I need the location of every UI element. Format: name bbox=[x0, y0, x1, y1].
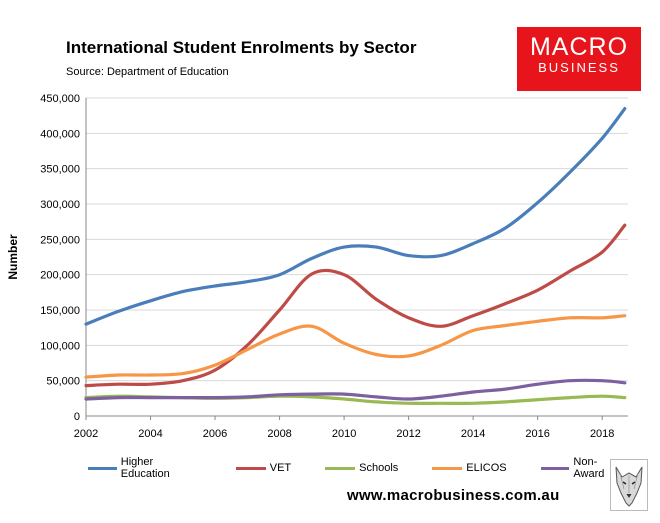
legend-label: VET bbox=[269, 462, 292, 474]
y-tick-label: 150,000 bbox=[40, 305, 80, 317]
x-tick-label: 2012 bbox=[396, 428, 420, 440]
series-line-elicos bbox=[84, 314, 627, 379]
legend: Higher Education VET Schools ELICOS Non-Awar… bbox=[88, 456, 660, 480]
legend-swatch bbox=[325, 466, 356, 470]
legend-label: Schools bbox=[359, 462, 399, 474]
x-tick-label: 2010 bbox=[332, 428, 356, 440]
y-tick-label: 450,000 bbox=[40, 93, 80, 105]
y-tick-label: 200,000 bbox=[40, 270, 80, 282]
x-tick-label: 2006 bbox=[203, 428, 227, 440]
y-tick-label: 0 bbox=[74, 411, 80, 423]
x-tick-label: 2018 bbox=[590, 428, 614, 440]
x-tick-label: 2008 bbox=[267, 428, 291, 440]
series-line-vet bbox=[84, 223, 627, 388]
x-tick-label: 2004 bbox=[138, 428, 162, 440]
logo-line-2: BUSINESS bbox=[538, 60, 620, 75]
series-line-non-award bbox=[84, 378, 627, 401]
legend-label: Higher Education bbox=[120, 456, 170, 480]
legend-item-schools: Schools bbox=[325, 462, 398, 474]
legend-item-higher-education: Higher Education bbox=[88, 456, 202, 480]
macrobusiness-logo: MACRO BUSINESS bbox=[517, 27, 641, 91]
y-tick-label: 400,000 bbox=[40, 128, 80, 140]
x-tick-label: 2016 bbox=[525, 428, 549, 440]
y-tick-label: 50,000 bbox=[46, 376, 80, 388]
legend-swatch bbox=[235, 466, 266, 470]
y-tick-label: 100,000 bbox=[40, 340, 80, 352]
legend-item-non-award: Non-Award bbox=[540, 456, 626, 480]
legend-item-vet: VET bbox=[235, 462, 292, 474]
legend-swatch bbox=[432, 466, 463, 470]
x-tick-label: 2014 bbox=[461, 428, 485, 440]
legend-label: ELICOS bbox=[466, 462, 507, 474]
logo-line-1: MACRO bbox=[529, 33, 629, 61]
series-line-higher-education bbox=[84, 107, 627, 326]
x-tick-label: 2002 bbox=[74, 428, 98, 440]
y-tick-label: 350,000 bbox=[40, 164, 80, 176]
y-tick-label: 250,000 bbox=[40, 234, 80, 246]
y-axis-label: Number bbox=[6, 234, 20, 280]
legend-swatch bbox=[88, 466, 117, 470]
chart-title: International Student Enrolments by Sect… bbox=[66, 38, 417, 57]
legend-swatch bbox=[540, 466, 570, 470]
footer-url: www.macrobusiness.com.au bbox=[347, 487, 560, 504]
legend-label: Non-Award bbox=[573, 456, 605, 480]
wolf-mascot-icon bbox=[610, 459, 648, 511]
chart-subtitle: Source: Department of Education bbox=[66, 66, 229, 78]
y-tick-label: 300,000 bbox=[40, 199, 80, 211]
legend-item-elicos: ELICOS bbox=[432, 462, 507, 474]
